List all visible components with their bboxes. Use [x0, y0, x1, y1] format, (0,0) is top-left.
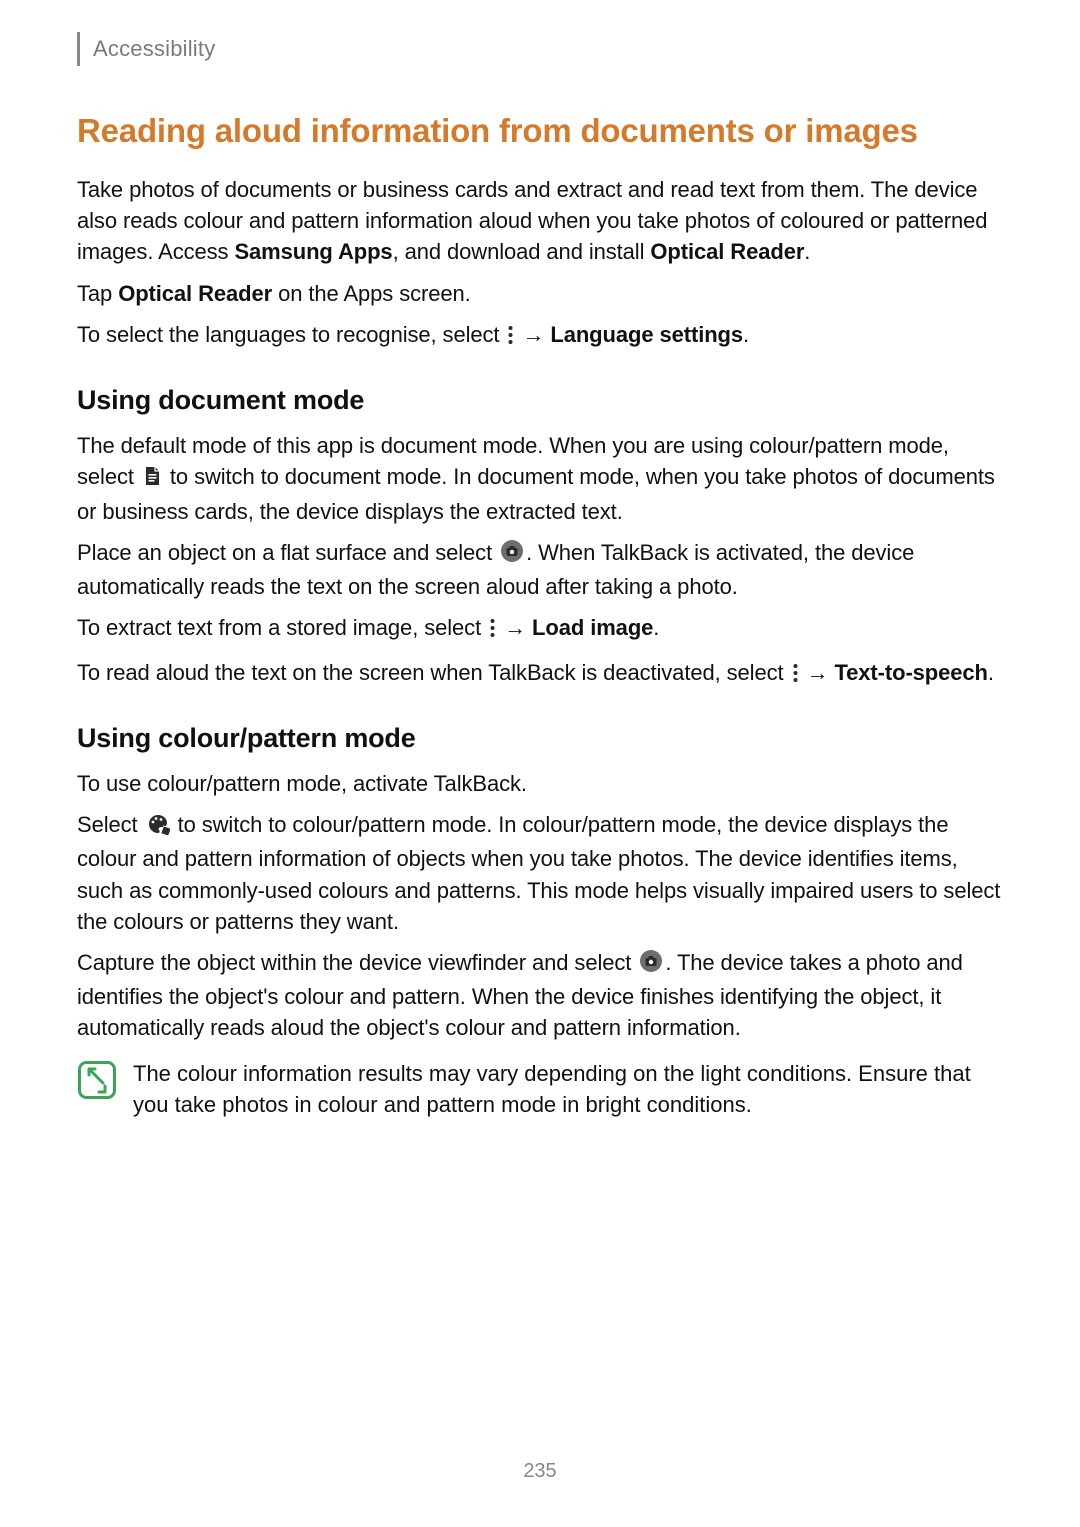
subheading-document-mode: Using document mode [77, 385, 1005, 416]
note-block: The colour information results may vary … [77, 1058, 1005, 1120]
text-run: to switch to colour/pattern mode. In col… [77, 812, 1000, 934]
note-icon [77, 1058, 117, 1105]
docmode-paragraph-2: Place an object on a flat surface and se… [77, 537, 1005, 602]
colourmode-paragraph-2: Select to switch to colour/pattern mode.… [77, 809, 1005, 937]
docmode-paragraph-1: The default mode of this app is document… [77, 430, 1005, 527]
page-header: Accessibility [77, 32, 1005, 66]
colourmode-paragraph-3: Capture the object within the device vie… [77, 947, 1005, 1044]
text-run: on the Apps screen. [272, 281, 471, 306]
text-run: . [653, 615, 659, 640]
intro-paragraph-1: Take photos of documents or business car… [77, 174, 1005, 268]
palette-mode-icon [146, 812, 170, 843]
text-run: To read aloud the text on the screen whe… [77, 660, 790, 685]
more-menu-icon [507, 322, 514, 353]
text-run: . [743, 322, 749, 347]
text-run: Tap [77, 281, 118, 306]
more-menu-icon [792, 660, 799, 691]
text-run: Capture the object within the device vie… [77, 950, 637, 975]
subheading-colour-mode: Using colour/pattern mode [77, 723, 1005, 754]
page-number: 235 [0, 1460, 1080, 1483]
docmode-paragraph-3: To extract text from a stored image, sel… [77, 612, 1005, 646]
text-run: , and download and install [393, 239, 651, 264]
text-run: to switch to document mode. In document … [77, 464, 995, 523]
intro-paragraph-3: To select the languages to recognise, se… [77, 319, 1005, 353]
text-bold: Optical Reader [118, 281, 272, 306]
text-run: Select [77, 812, 144, 837]
text-run: . [804, 239, 810, 264]
text-bold: Text-to-speech [834, 660, 987, 685]
text-run: → [801, 660, 835, 685]
text-bold: Language settings [550, 322, 743, 347]
document-mode-icon [142, 464, 162, 495]
note-text: The colour information results may vary … [133, 1058, 1005, 1120]
text-bold: Load image [532, 615, 653, 640]
intro-paragraph-2: Tap Optical Reader on the Apps screen. [77, 278, 1005, 309]
text-run: To extract text from a stored image, sel… [77, 615, 487, 640]
header-section-label: Accessibility [93, 36, 215, 62]
section-title: Reading aloud information from documents… [77, 112, 1005, 150]
text-bold: Samsung Apps [234, 239, 392, 264]
text-run: → [498, 615, 532, 640]
camera-shutter-icon [500, 539, 524, 571]
text-run: To select the languages to recognise, se… [77, 322, 505, 347]
colourmode-paragraph-1: To use colour/pattern mode, activate Tal… [77, 768, 1005, 799]
docmode-paragraph-4: To read aloud the text on the screen whe… [77, 657, 1005, 691]
more-menu-icon [489, 615, 496, 646]
text-run: . [988, 660, 994, 685]
header-divider [77, 32, 80, 66]
camera-shutter-icon [639, 949, 663, 981]
document-page: Accessibility Reading aloud information … [0, 0, 1080, 1527]
text-run: → [516, 322, 550, 347]
text-run: Place an object on a flat surface and se… [77, 540, 498, 565]
text-bold: Optical Reader [650, 239, 804, 264]
